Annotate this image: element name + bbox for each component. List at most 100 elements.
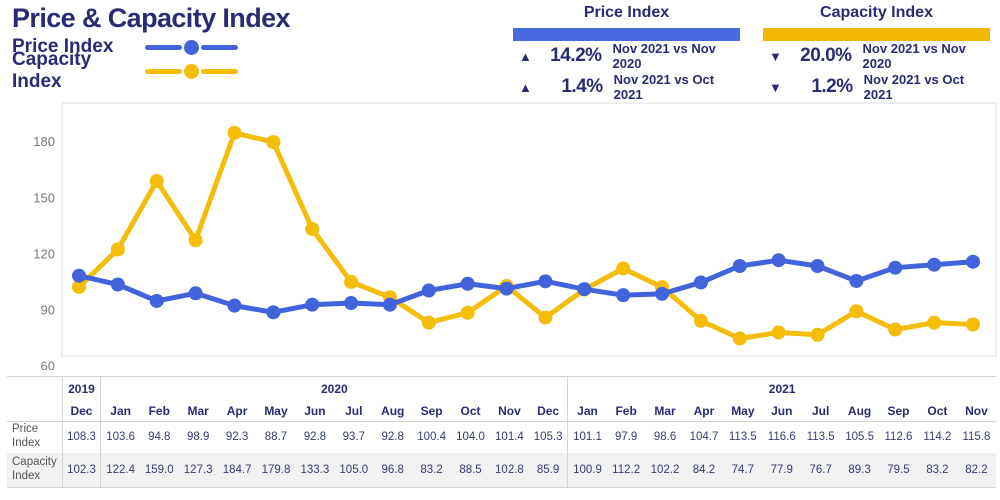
line-chart: 60 90 120 150 180: [0, 100, 1000, 374]
price-line-dot-icon: [145, 39, 238, 55]
value-cell: 92.8: [303, 431, 327, 444]
stat-title: Price Index: [583, 4, 670, 21]
table-row-capacity-index: Capacity Index 102.3 122.4 159.0 127.3 184.7 1…: [7, 452, 996, 488]
month-header-cell: Mar: [178, 400, 218, 422]
capacity-index-point: [188, 233, 203, 248]
capacity-index-point: [888, 322, 903, 337]
price-index-point: [732, 259, 747, 274]
price-index-point: [188, 286, 203, 301]
capacity-index-point: [616, 261, 631, 276]
price-index-point: [538, 274, 553, 289]
value-cell: 105.3: [533, 431, 563, 444]
stat-value: 1.4%: [561, 76, 603, 97]
capacity-line-dot-icon: [145, 63, 238, 79]
value-cell: 100.9: [567, 452, 607, 488]
table-row-price-index: Price Index 108.3 103.6 94.8 98.9 92.3 88.7 92.…: [7, 421, 996, 453]
value-cell: 159.0: [144, 463, 174, 476]
capacity-index-point: [266, 135, 281, 150]
data-table: 2019 2020 2021 Dec Jan Feb Mar Apr May Jun Jul Aug S…: [7, 376, 996, 488]
value-cell: 92.8: [381, 431, 404, 444]
price-index-point: [72, 268, 86, 283]
value-cell: 103.6: [100, 421, 140, 453]
value-cell: 108.3: [61, 421, 101, 453]
price-index-point: [460, 276, 475, 291]
value-cell: 127.3: [183, 463, 213, 476]
value-cell: 77.9: [770, 463, 793, 476]
month-header-cell: Nov: [956, 400, 996, 422]
capacity-index-point: [732, 331, 747, 346]
value-cell: 105.5: [845, 431, 874, 444]
price-index-point: [655, 286, 670, 301]
price-index-point: [499, 281, 514, 296]
value-cell: 101.1: [567, 421, 607, 453]
price-index-point: [577, 282, 592, 297]
value-cell: 112.6: [884, 431, 913, 444]
price-index-point: [693, 275, 708, 290]
down-arrow-icon: ▼: [769, 48, 782, 64]
month-header-cell: May: [256, 400, 296, 422]
value-cell: 92.3: [225, 431, 249, 444]
value-cell: 88.7: [264, 431, 288, 444]
value-cell: 114.2: [923, 431, 952, 444]
value-cell: 98.6: [653, 431, 677, 444]
price-index-point: [344, 296, 359, 311]
capacity-index-point: [771, 325, 786, 340]
capacity-color-bar: [763, 28, 990, 41]
month-header-cell: Feb: [139, 400, 179, 422]
value-cell: 116.6: [767, 431, 796, 444]
y-tick-label: 60: [41, 359, 55, 371]
stat-block-price-index: Price Index ▲ 14.2% Nov 2021 vs Nov 2020…: [513, 0, 740, 102]
value-cell: 82.2: [965, 463, 988, 476]
month-header-cell: Sep: [412, 400, 452, 422]
month-header-cell: Nov: [489, 400, 529, 422]
capacity-index-point: [305, 222, 320, 237]
stat-title: Capacity Index: [820, 4, 933, 21]
value-cell: 102.8: [495, 463, 524, 476]
value-cell: 104.7: [689, 431, 719, 444]
y-tick-label: 150: [33, 190, 55, 205]
value-cell: 74.7: [731, 463, 755, 476]
year-header-row: 2019 2020 2021: [7, 376, 996, 422]
year-header-cell: 2019: [61, 376, 101, 401]
month-header-cell: May: [723, 400, 763, 422]
up-arrow-icon: ▲: [519, 79, 532, 95]
stat-period: Nov 2021 vs Nov 2020: [612, 41, 716, 71]
capacity-index-point: [421, 315, 436, 330]
stat-value: 14.2%: [550, 45, 602, 66]
capacity-index-point: [538, 310, 553, 325]
down-arrow-icon: ▼: [769, 79, 782, 95]
value-cell: 113.5: [806, 431, 835, 444]
value-cell: 115.8: [962, 431, 991, 444]
capacity-index-point: [849, 304, 864, 319]
month-header-cell: Jun: [762, 400, 802, 422]
value-cell: 179.8: [261, 463, 291, 476]
price-index-point: [382, 297, 397, 312]
value-cell: 84.2: [692, 463, 716, 476]
y-tick-label: 180: [33, 134, 55, 149]
value-cell: 102.2: [650, 463, 680, 476]
capacity-index-point: [460, 305, 475, 320]
legend-label: Capacity Index: [12, 49, 92, 92]
month-header-cell: Sep: [879, 400, 918, 422]
stat-block-capacity-index: Capacity Index ▼ 20.0% Nov 2021 vs Nov 2…: [763, 0, 990, 102]
year-header-cell: 2021: [567, 376, 996, 401]
price-index-point: [110, 277, 125, 292]
value-cell: 100.4: [417, 431, 446, 444]
y-tick-label: 90: [41, 302, 55, 317]
value-cell: 104.0: [456, 431, 485, 444]
value-cell: 97.9: [614, 431, 638, 444]
capacity-index-point: [227, 125, 242, 140]
value-cell: 83.2: [420, 463, 443, 476]
month-header-cell: Mar: [645, 400, 685, 422]
month-header-cell: Jun: [295, 400, 335, 422]
stat-value: 1.2%: [811, 76, 853, 97]
price-index-point: [266, 305, 281, 320]
capacity-index-point: [693, 313, 708, 328]
value-cell: 89.3: [848, 463, 871, 476]
month-header-cell: Oct: [917, 400, 957, 422]
value-cell: 113.5: [728, 431, 757, 444]
month-header-cell: Apr: [217, 400, 257, 422]
price-index-point: [966, 254, 980, 269]
month-header-cell: Dec: [61, 400, 101, 422]
value-cell: 94.8: [148, 431, 171, 444]
